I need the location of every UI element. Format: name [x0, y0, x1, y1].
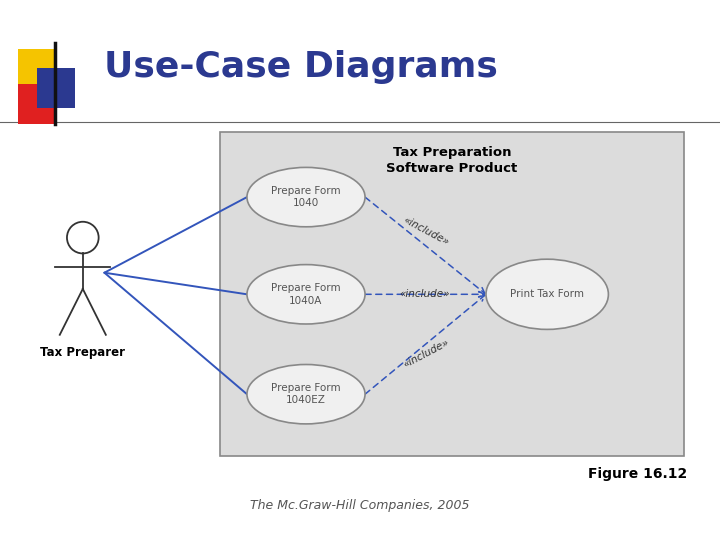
Text: Use-Case Diagrams: Use-Case Diagrams [104, 51, 498, 84]
Text: «include»: «include» [402, 338, 451, 370]
Text: Tax Preparer: Tax Preparer [40, 346, 125, 359]
Text: Figure 16.12: Figure 16.12 [588, 467, 688, 481]
Ellipse shape [247, 167, 365, 227]
Text: «include»: «include» [402, 215, 451, 247]
Text: Prepare Form
1040EZ: Prepare Form 1040EZ [271, 383, 341, 406]
Ellipse shape [247, 265, 365, 324]
Ellipse shape [486, 259, 608, 329]
Text: Tax Preparation
Software Product: Tax Preparation Software Product [386, 146, 518, 175]
Bar [18, 49, 55, 89]
Bar [220, 132, 684, 456]
Bar [37, 68, 75, 108]
Text: «include»: «include» [400, 289, 450, 299]
Text: Prepare Form
1040A: Prepare Form 1040A [271, 283, 341, 306]
Text: Print Tax Form: Print Tax Form [510, 289, 584, 299]
Text: Prepare Form
1040: Prepare Form 1040 [271, 186, 341, 208]
Bar [18, 84, 55, 124]
Ellipse shape [247, 364, 365, 424]
Text: The Mc.Graw-Hill Companies, 2005: The Mc.Graw-Hill Companies, 2005 [251, 500, 469, 512]
